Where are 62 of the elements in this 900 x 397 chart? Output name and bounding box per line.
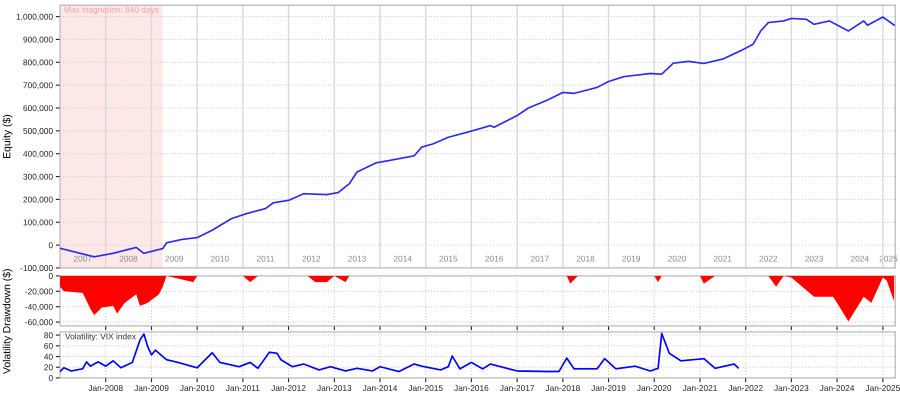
y-tick-label: 20 xyxy=(44,364,53,370)
x-tick-label: 2017 xyxy=(530,256,549,262)
x-tick-label: Jan-2009 xyxy=(134,385,168,392)
annotation: Volatility: VIX index xyxy=(65,333,136,342)
x-tick-label: Jan-2019 xyxy=(591,385,626,392)
y-tick-label: 0 xyxy=(48,375,53,382)
x-tick-label: 2022 xyxy=(759,256,778,262)
x-tick-label: 2020 xyxy=(668,256,686,262)
x-tick-label: 2010 xyxy=(210,256,229,262)
x-tick-label: 2023 xyxy=(805,256,823,262)
y-tick-label: 1,000,000 xyxy=(16,14,53,21)
y-tick-label: 80 xyxy=(44,332,53,338)
y-tick-label: 700,000 xyxy=(23,82,53,90)
y-tick-label: -40,000 xyxy=(25,304,53,311)
y-tick-label: -20,000 xyxy=(25,288,53,296)
y-tick-label: 900,000 xyxy=(23,36,53,44)
y-tick-label: 100,000 xyxy=(24,219,53,226)
x-tick-label: Jan-2025 xyxy=(866,385,900,392)
x-tick-label: Jan-2018 xyxy=(546,385,580,392)
x-tick-label: 2024 xyxy=(850,256,869,262)
x-tick-label: Jan-2024 xyxy=(820,385,854,392)
y-tick-label: 400,000 xyxy=(23,150,53,158)
x-tick-label: 2015 xyxy=(440,256,458,262)
x-tick-label: 2014 xyxy=(394,256,412,262)
line-series xyxy=(60,332,739,372)
y-tick-label: 300,000 xyxy=(23,174,53,181)
x-tick-label: Jan-2015 xyxy=(408,385,443,392)
x-tick-label: 2019 xyxy=(622,256,640,262)
y-tick-label: -60,000 xyxy=(25,319,53,326)
x-tick-label: Jan-2008 xyxy=(88,385,123,392)
y-tick-label: 0 xyxy=(48,273,53,280)
x-tick-label: Jan-2017 xyxy=(500,385,534,392)
y-axis-title: Equity ($) xyxy=(2,114,12,158)
x-tick-label: 2016 xyxy=(485,256,504,262)
x-tick-label: Jan-2012 xyxy=(271,385,306,392)
x-tick-label: 2013 xyxy=(348,256,366,262)
x-tick-label: 2009 xyxy=(165,256,184,262)
y-tick-label: 500,000 xyxy=(23,128,53,135)
x-tick-label: 2008 xyxy=(120,256,138,262)
y-tick-label: 200,000 xyxy=(23,196,53,204)
x-tick-label: 2011 xyxy=(256,256,274,262)
x-tick-label: Jan-2020 xyxy=(636,385,672,392)
y-tick-label: 60 xyxy=(44,343,53,349)
x-tick-label: Jan-2023 xyxy=(774,385,808,392)
x-tick-label: 2012 xyxy=(302,256,320,262)
y-tick-label: 600,000 xyxy=(23,105,53,112)
y-tick-label: 0 xyxy=(48,242,53,248)
x-tick-label: Jan-2021 xyxy=(682,385,717,392)
y-axis-title: Drawdown ($) xyxy=(2,269,12,332)
x-tick-label: 2018 xyxy=(576,256,594,262)
x-tick-label: Jan-2011 xyxy=(226,385,260,392)
x-tick-label: 2021 xyxy=(714,256,732,262)
x-tick-label: Jan-2016 xyxy=(454,385,488,392)
y-tick-label: 40 xyxy=(44,354,53,360)
x-tick-label: Jan-2013 xyxy=(317,385,352,392)
y-tick-label: 800,000 xyxy=(23,59,53,66)
x-tick-label: Jan-2014 xyxy=(362,385,398,392)
x-tick-label: Jan-2010 xyxy=(180,385,214,392)
y-tick-label: -100,000 xyxy=(20,265,53,272)
y-axis-title: Volatility xyxy=(2,336,12,374)
band-label: Max stagnation: 840 days xyxy=(64,6,159,14)
x-tick-label: Jan-2022 xyxy=(728,385,763,392)
